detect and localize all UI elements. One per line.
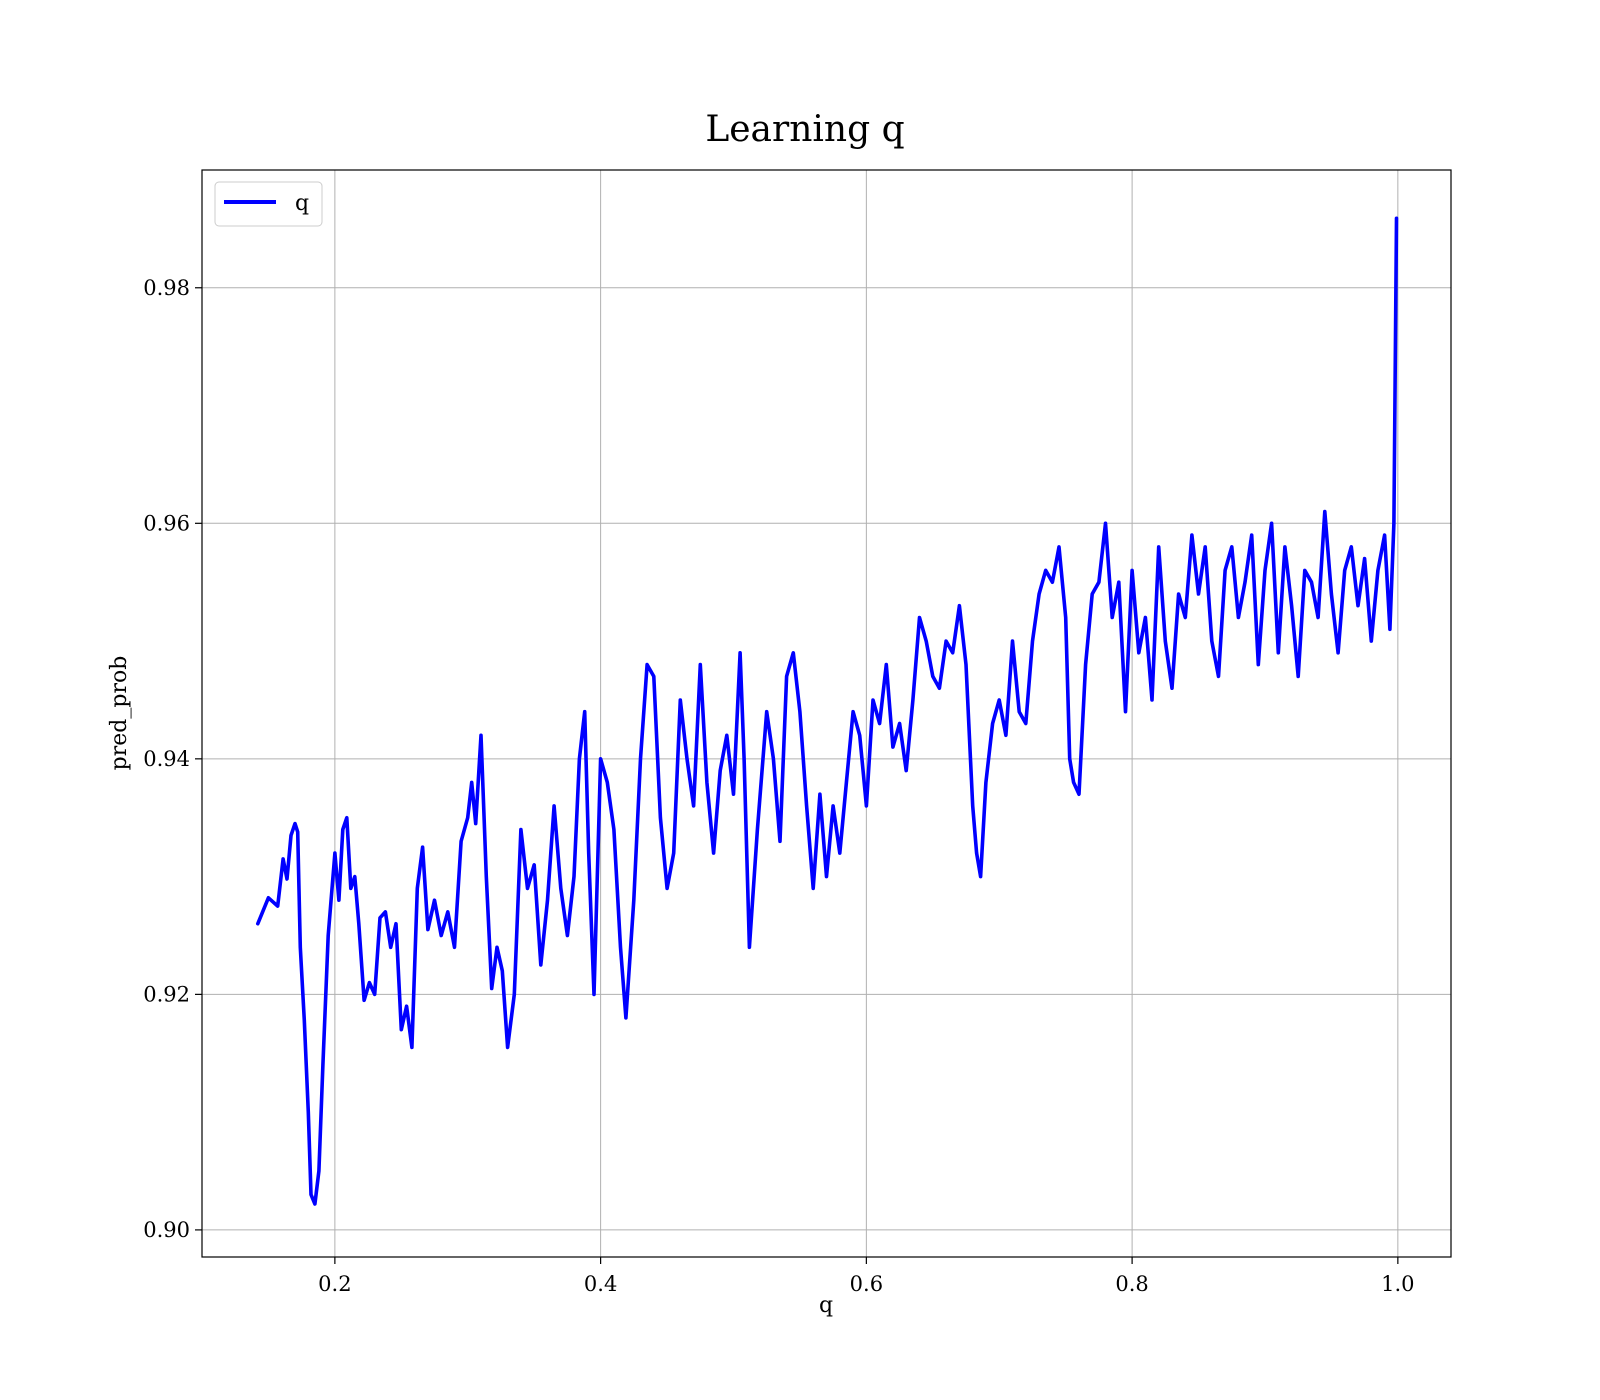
x-axis-label: q <box>819 1293 833 1318</box>
y-axis: 0.90 0.92 0.94 0.96 0.98 <box>143 276 202 1242</box>
y-axis-label: pred_prob <box>107 656 132 771</box>
plot-frame <box>201 169 1452 1258</box>
chart-title: Learning q <box>705 109 904 150</box>
legend-label: q <box>295 191 309 216</box>
series-line-q <box>255 216 1399 1206</box>
x-tick-label: 0.4 <box>584 1272 617 1296</box>
y-tick-label: 0.94 <box>143 747 190 771</box>
x-tick-label: 0.2 <box>318 1272 351 1296</box>
x-tick-label: 0.8 <box>1115 1272 1148 1296</box>
y-tick-label: 0.98 <box>143 276 190 300</box>
legend: q <box>214 181 323 227</box>
y-tick-label: 0.90 <box>143 1218 190 1242</box>
series-layer <box>255 216 1399 1206</box>
y-tick-label: 0.96 <box>143 511 190 535</box>
y-tick-label: 0.92 <box>143 982 190 1006</box>
x-tick-label: 0.6 <box>850 1272 883 1296</box>
x-tick-label: 1.0 <box>1381 1272 1414 1296</box>
x-axis: 0.2 0.4 0.6 0.8 1.0 <box>318 1257 1415 1296</box>
grid <box>202 170 1451 1257</box>
